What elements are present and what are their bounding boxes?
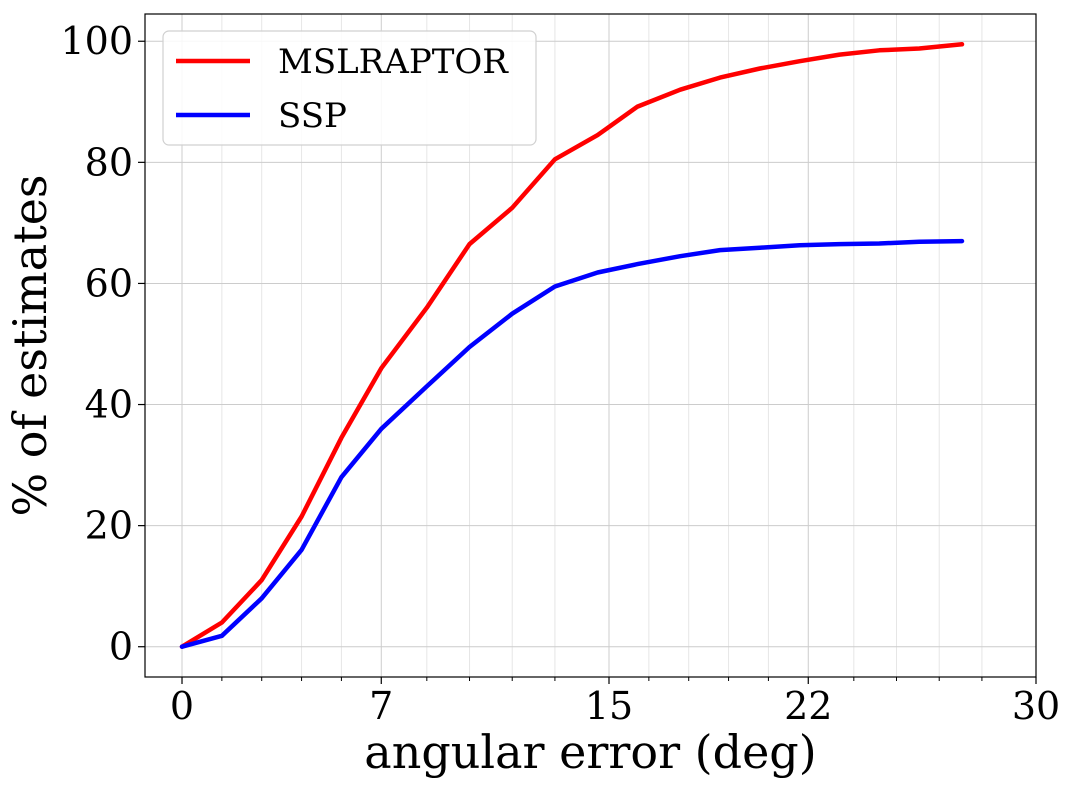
x-tick-label: 0 xyxy=(170,684,194,728)
y-axis-title: % of estimates xyxy=(3,174,57,516)
series-line-mslraptor xyxy=(179,42,965,649)
x-tick-label: 15 xyxy=(585,684,633,728)
legend-label-ssp: SSP xyxy=(278,96,347,136)
plot-frame xyxy=(144,13,1037,678)
series-line-ssp xyxy=(179,238,965,649)
y-tick-label: 40 xyxy=(85,383,133,427)
x-tick-label: 22 xyxy=(784,684,832,728)
y-tick-label: 20 xyxy=(85,504,133,548)
x-tick-label: 7 xyxy=(369,684,393,728)
y-tick-label: 80 xyxy=(85,140,133,184)
legend-box xyxy=(162,30,537,146)
x-axis-title: angular error (deg) xyxy=(364,725,816,779)
legend-label-mslraptor: MSLRAPTOR xyxy=(278,42,509,82)
y-tick-label: 0 xyxy=(109,625,133,669)
x-tick-label: 30 xyxy=(1012,684,1060,728)
y-tick-label: 60 xyxy=(85,261,133,305)
y-tick-label: 100 xyxy=(60,19,133,63)
